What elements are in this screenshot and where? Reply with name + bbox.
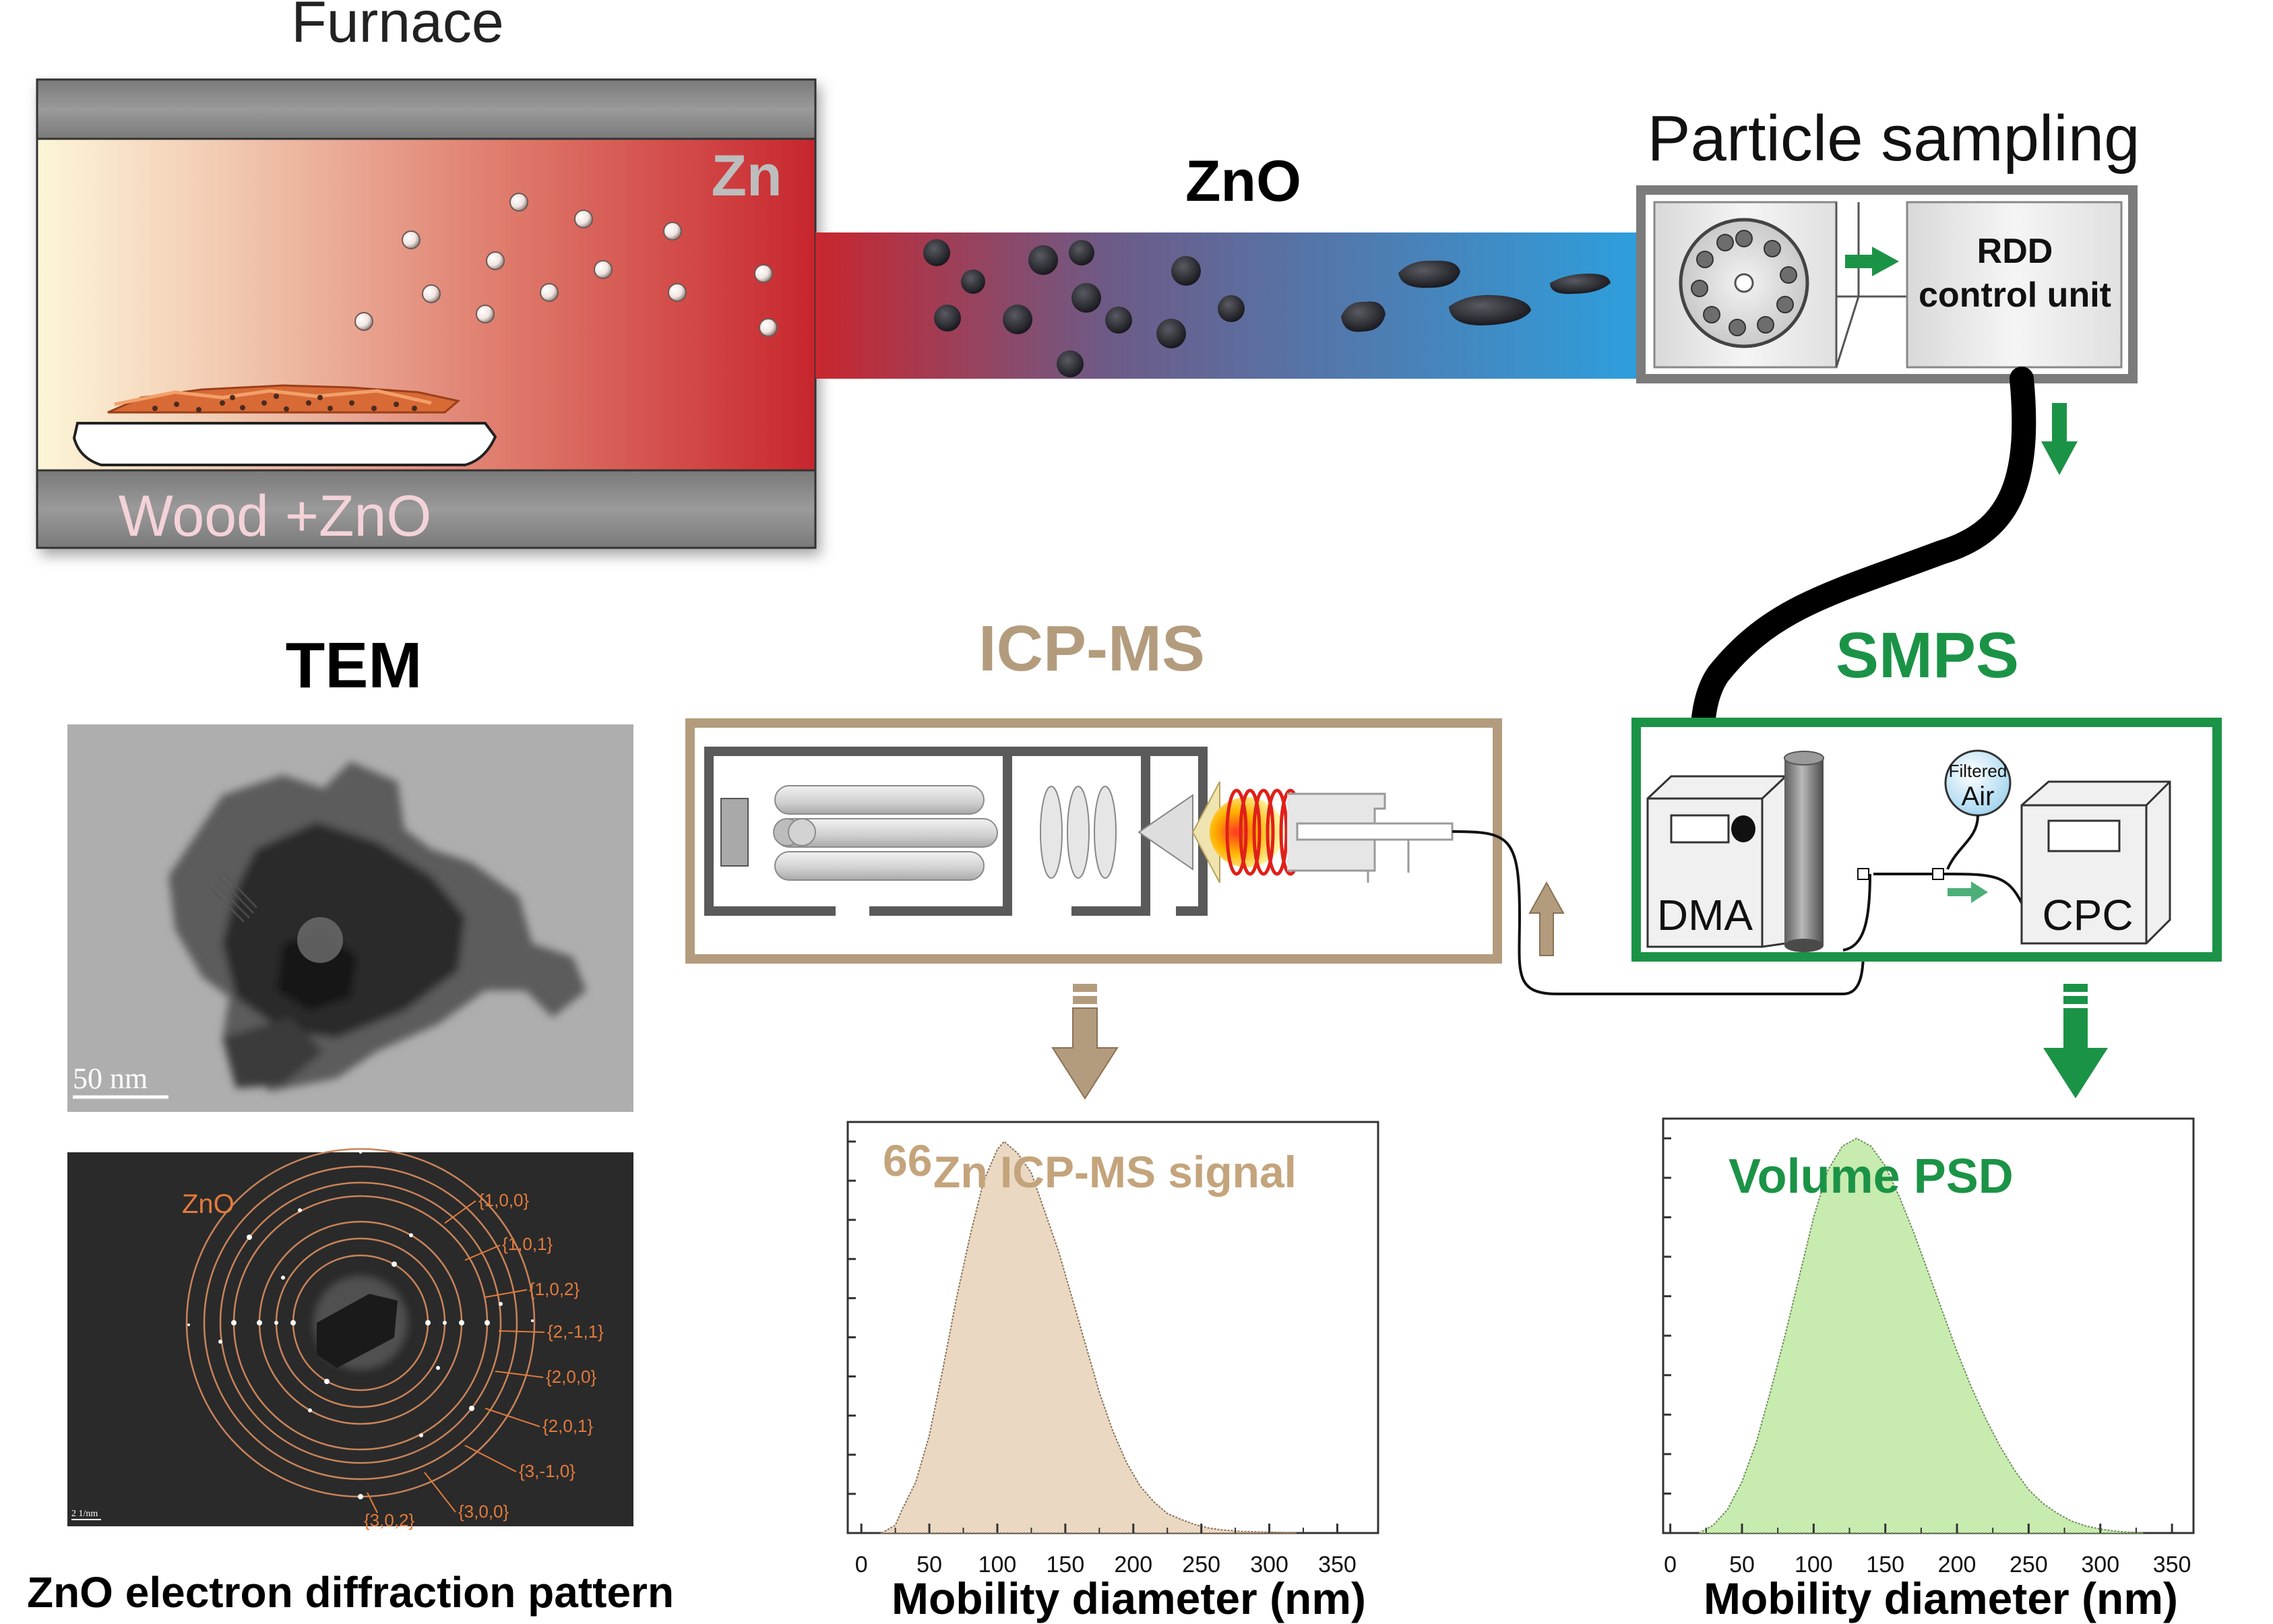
sampler-title: Particle sampling bbox=[1648, 102, 2140, 175]
tem-title: TEM bbox=[286, 629, 423, 701]
furnace-bottom-wall bbox=[36, 469, 817, 549]
smps-valve-1 bbox=[1857, 868, 1869, 880]
particle-sampling: Particle sampling RDD control unit bbox=[1636, 102, 2140, 475]
icpms-input-arrow bbox=[1528, 881, 1565, 956]
plasma-torch bbox=[1287, 792, 1454, 883]
tem-scale-label: 50 nm bbox=[73, 1062, 148, 1095]
cpc-label: CPC bbox=[2042, 891, 2133, 939]
icpms-chart-title: Zn ICP-MS signal bbox=[933, 1147, 1297, 1197]
filtered-air-inlet: Filtered Air bbox=[1944, 749, 2012, 817]
icpms-chart-plot-area bbox=[879, 1140, 1297, 1534]
psd-chart-plot-area bbox=[1698, 1137, 2144, 1534]
icpms-x-tick-label: 300 bbox=[1250, 1552, 1288, 1578]
quadrupole-rods bbox=[773, 785, 998, 881]
sampler-dilution-channel bbox=[1835, 202, 1907, 368]
smps-section: SMPS DMA Filtered Air bbox=[1631, 619, 2222, 962]
psd-chart-x-axis: 0 50 100 150 200 250 300 350 bbox=[1664, 1524, 2191, 1578]
psd-x-tick-label: 100 bbox=[1795, 1552, 1833, 1578]
transfer-tube-label: ZnO bbox=[1185, 149, 1301, 214]
icpms-x-tick-label: 150 bbox=[1047, 1552, 1085, 1578]
zn-vapor-label: Zn bbox=[711, 144, 782, 208]
zno-nanoparticles bbox=[923, 239, 1611, 377]
psd-x-tick-label: 300 bbox=[2081, 1552, 2119, 1578]
psd-x-tick-label: 250 bbox=[2010, 1552, 2048, 1578]
psd-chart-y-axis bbox=[1663, 1137, 1671, 1495]
furnace-top-wall bbox=[36, 78, 817, 140]
icpms-x-tick-label: 350 bbox=[1318, 1552, 1357, 1578]
icpms-x-tick-label: 50 bbox=[916, 1552, 942, 1578]
furnace: Furnace Zn bbox=[36, 0, 817, 549]
ring-leader-lines bbox=[367, 1200, 545, 1513]
rotating-disk bbox=[1679, 218, 1809, 348]
psd-x-tick-label: 150 bbox=[1866, 1552, 1904, 1578]
smps-valve-2 bbox=[1932, 868, 1944, 880]
psd-x-tick-label: 350 bbox=[2153, 1552, 2191, 1578]
icpms-chart-title-superscript: 66 bbox=[883, 1135, 932, 1185]
rdd-label: RDD bbox=[1977, 232, 2053, 271]
ring-label-302: {3,0,2} bbox=[364, 1510, 415, 1530]
sample-label: Wood +ZnO bbox=[119, 484, 431, 549]
sample-transfer-line bbox=[1452, 830, 1865, 995]
furnace-title: Furnace bbox=[291, 0, 504, 55]
icpms-signal-chart: 0 50 100 150 200 250 300 350 66 Zn ICP-MS signa… bbox=[846, 1121, 1379, 1623]
smps-flow-arrow bbox=[1948, 881, 1988, 903]
icpms-title: ICP-MS bbox=[978, 613, 1205, 685]
air-label-filtered: Filtered bbox=[1949, 761, 2007, 781]
psd-x-tick-label: 0 bbox=[1664, 1552, 1677, 1578]
sampler-output-arrow bbox=[2041, 403, 2078, 475]
icpms-chart-x-axis: 0 50 100 150 200 250 300 350 bbox=[855, 1524, 1357, 1578]
psd-chart-xlabel: Mobility diameter (nm) bbox=[1704, 1573, 2178, 1623]
dma-label: DMA bbox=[1657, 891, 1753, 939]
volume-psd-chart: 0 50 100 150 200 250 300 350 Volume PSD Mobilit… bbox=[1662, 1117, 2195, 1623]
ring-label-300: {3,0,0} bbox=[458, 1501, 509, 1522]
diffraction-scale-label: 2 1/nm bbox=[71, 1509, 98, 1519]
ring-label-101: {1,0,1} bbox=[502, 1234, 553, 1254]
icpms-series-area-0 bbox=[879, 1140, 1297, 1534]
cpc-unit[interactable]: CPC bbox=[2020, 780, 2171, 945]
ring-label-201: {2,0,1} bbox=[542, 1416, 594, 1436]
tem-section: TEM 50 nm bbox=[67, 629, 633, 1112]
smps-output-arrow bbox=[2043, 984, 2108, 1098]
icpms-x-tick-label: 100 bbox=[978, 1552, 1017, 1578]
icpms-section: ICP-MS bbox=[685, 613, 1502, 964]
icpms-detector bbox=[720, 798, 749, 867]
ring-label-100: {1,0,0} bbox=[478, 1190, 530, 1210]
transfer-tube: ZnO bbox=[815, 149, 1641, 379]
tem-image: 50 nm bbox=[67, 724, 633, 1112]
icpms-x-tick-label: 200 bbox=[1114, 1552, 1152, 1578]
control-unit-label: control unit bbox=[1919, 276, 2111, 315]
diffraction-caption: ZnO electron diffraction pattern bbox=[27, 1568, 674, 1617]
icpms-chart-y-axis bbox=[848, 1140, 856, 1495]
zn-vapor-droplets bbox=[354, 193, 778, 337]
icpms-x-tick-label: 250 bbox=[1182, 1552, 1220, 1578]
psd-x-tick-label: 50 bbox=[1729, 1552, 1755, 1578]
wood-sample-boat bbox=[72, 384, 497, 466]
psd-series-area-0 bbox=[1698, 1137, 2144, 1534]
ring-label-3-10: {3,-1,0} bbox=[519, 1461, 575, 1481]
icpms-chart-xlabel: Mobility diameter (nm) bbox=[892, 1573, 1366, 1623]
rdd-control-unit[interactable] bbox=[1906, 201, 2123, 369]
icpms-x-tick-label: 0 bbox=[855, 1552, 868, 1578]
sampling-hose bbox=[1689, 367, 2036, 801]
smps-tubing bbox=[1842, 815, 2023, 951]
beam-stop bbox=[317, 1294, 398, 1368]
diffraction-pattern: ZnO {1,0,0} {1,0,1} {1,0,2} {2,-1,1} {2,… bbox=[27, 1148, 674, 1617]
dma-column bbox=[1784, 751, 1824, 952]
ring-label-2-11: {2,-1,1} bbox=[547, 1321, 604, 1342]
ion-lenses bbox=[1040, 786, 1117, 879]
diffraction-spots bbox=[187, 1151, 534, 1499]
psd-chart-title: Volume PSD bbox=[1729, 1150, 2014, 1204]
smps-title: SMPS bbox=[1836, 619, 2019, 691]
air-label-air: Air bbox=[1962, 782, 1995, 811]
ring-label-200: {2,0,0} bbox=[546, 1367, 597, 1387]
icpms-output-arrow bbox=[1051, 984, 1119, 1100]
diffraction-phase-label: ZnO bbox=[182, 1189, 235, 1219]
psd-x-tick-label: 200 bbox=[1938, 1552, 1976, 1578]
ring-label-102: {1,0,2} bbox=[529, 1279, 580, 1299]
sampler-flow-arrow bbox=[1845, 247, 1899, 276]
ring-index-labels: {1,0,0} {1,0,1} {1,0,2} {2,-1,1} {2,0,0}… bbox=[364, 1190, 604, 1530]
dma-unit[interactable]: DMA bbox=[1646, 775, 1787, 948]
furnace-chamber bbox=[36, 137, 817, 472]
